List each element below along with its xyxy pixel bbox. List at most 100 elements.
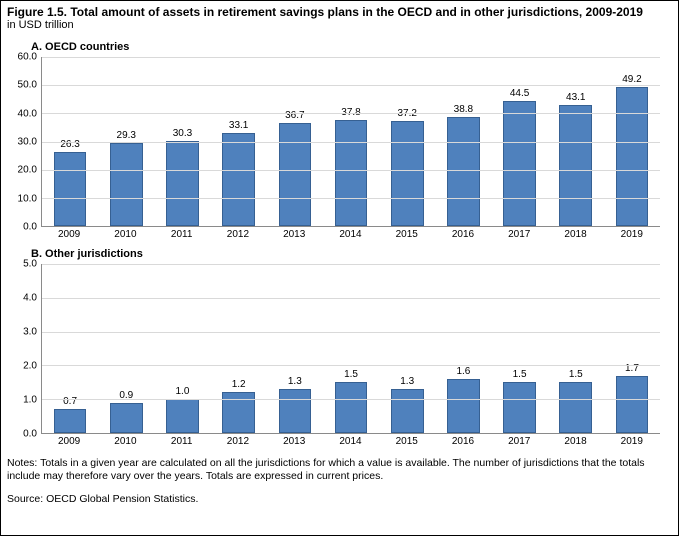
bar: 26.3: [54, 152, 87, 226]
bar-value-label: 36.7: [285, 110, 304, 121]
x-tick-label: 2014: [322, 436, 378, 447]
bar: 36.7: [279, 123, 312, 226]
figure-source: Source: OECD Global Pension Statistics.: [1, 493, 678, 505]
bar: 44.5: [503, 101, 536, 226]
bar-value-label: 1.5: [569, 369, 583, 380]
bar: 49.2: [616, 87, 649, 226]
bar: 29.3: [110, 143, 143, 226]
x-tick-label: 2013: [266, 436, 322, 447]
x-tick-label: 2011: [154, 436, 210, 447]
panel-a-xaxis: 2009201020112012201320142015201620172018…: [41, 229, 660, 240]
gridline: [42, 365, 660, 366]
x-tick-label: 2012: [210, 436, 266, 447]
bar-value-label: 1.3: [400, 376, 414, 387]
bar-slot: 1.3: [267, 264, 323, 433]
x-tick-label: 2017: [491, 229, 547, 240]
bar: 1.3: [391, 389, 424, 433]
y-tick-label: 3.0: [23, 327, 37, 338]
bar-value-label: 0.7: [63, 396, 77, 407]
gridline: [42, 399, 660, 400]
y-tick-label: 30.0: [18, 137, 37, 148]
bar-value-label: 1.7: [625, 363, 639, 374]
x-tick-label: 2018: [547, 436, 603, 447]
panel-b-title: B. Other jurisdictions: [1, 248, 678, 260]
gridline: [42, 113, 660, 114]
bar-value-label: 30.3: [173, 128, 192, 139]
bar-slot: 0.7: [42, 264, 98, 433]
bar: 1.0: [166, 399, 199, 433]
y-tick-label: 0.0: [23, 429, 37, 440]
figure-subtitle: in USD trillion: [1, 19, 678, 35]
bar: 38.8: [447, 117, 480, 226]
panel-a-title: A. OECD countries: [1, 41, 678, 53]
bar-value-label: 1.3: [288, 376, 302, 387]
bar: 1.6: [447, 379, 480, 433]
bar-slot: 1.2: [211, 264, 267, 433]
gridline: [42, 142, 660, 143]
x-tick-label: 2010: [97, 229, 153, 240]
gridline: [42, 332, 660, 333]
bar-value-label: 1.5: [344, 369, 358, 380]
bar: 43.1: [559, 105, 592, 226]
bar-value-label: 43.1: [566, 92, 585, 103]
y-tick-label: 50.0: [18, 80, 37, 91]
bar-slot: 1.3: [379, 264, 435, 433]
bar-slot: 1.5: [492, 264, 548, 433]
x-tick-label: 2016: [435, 436, 491, 447]
bar-value-label: 29.3: [117, 130, 136, 141]
y-tick-label: 0.0: [23, 222, 37, 233]
y-tick-label: 10.0: [18, 193, 37, 204]
bar: 1.5: [503, 382, 536, 433]
bar-value-label: 33.1: [229, 120, 248, 131]
bar-value-label: 44.5: [510, 88, 529, 99]
gridline: [42, 57, 660, 58]
bar-value-label: 37.8: [341, 107, 360, 118]
gridline: [42, 264, 660, 265]
bar: 33.1: [222, 133, 255, 226]
x-tick-label: 2015: [379, 436, 435, 447]
y-tick-label: 20.0: [18, 165, 37, 176]
bar: 0.9: [110, 403, 143, 433]
x-tick-label: 2017: [491, 436, 547, 447]
bar-value-label: 49.2: [622, 74, 641, 85]
bar: 37.2: [391, 121, 424, 226]
figure-title: Figure 1.5. Total amount of assets in re…: [1, 1, 678, 19]
bar-slot: 1.0: [154, 264, 210, 433]
gridline: [42, 170, 660, 171]
x-tick-label: 2014: [322, 229, 378, 240]
bar-value-label: 1.5: [513, 369, 527, 380]
bar: 1.3: [279, 389, 312, 433]
figure-notes: Notes: Totals in a given year are calcul…: [1, 457, 678, 483]
gridline: [42, 85, 660, 86]
panel-a-chart: 0.010.020.030.040.050.060.0 26.329.330.3…: [41, 57, 660, 227]
bar-slot: 1.6: [435, 264, 491, 433]
bar: 1.5: [335, 382, 368, 433]
bar-value-label: 1.0: [176, 386, 190, 397]
y-tick-label: 40.0: [18, 108, 37, 119]
x-tick-label: 2013: [266, 229, 322, 240]
gridline: [42, 298, 660, 299]
y-tick-label: 4.0: [23, 293, 37, 304]
y-tick-label: 2.0: [23, 361, 37, 372]
bar-slot: 1.7: [604, 264, 660, 433]
bar: 0.7: [54, 409, 87, 433]
x-tick-label: 2009: [41, 229, 97, 240]
x-tick-label: 2011: [154, 229, 210, 240]
figure-container: Figure 1.5. Total amount of assets in re…: [0, 0, 679, 536]
bar-value-label: 1.2: [232, 379, 246, 390]
bar-slot: 1.5: [548, 264, 604, 433]
x-tick-label: 2018: [547, 229, 603, 240]
bar: 1.5: [559, 382, 592, 433]
x-tick-label: 2019: [604, 436, 660, 447]
x-tick-label: 2010: [97, 436, 153, 447]
x-tick-label: 2012: [210, 229, 266, 240]
panel-b-xaxis: 2009201020112012201320142015201620172018…: [41, 436, 660, 447]
bar: 30.3: [166, 141, 199, 226]
x-tick-label: 2015: [379, 229, 435, 240]
y-tick-label: 5.0: [23, 259, 37, 270]
y-tick-label: 60.0: [18, 52, 37, 63]
bar-slot: 1.5: [323, 264, 379, 433]
bar: 37.8: [335, 120, 368, 226]
y-tick-label: 1.0: [23, 395, 37, 406]
x-tick-label: 2009: [41, 436, 97, 447]
